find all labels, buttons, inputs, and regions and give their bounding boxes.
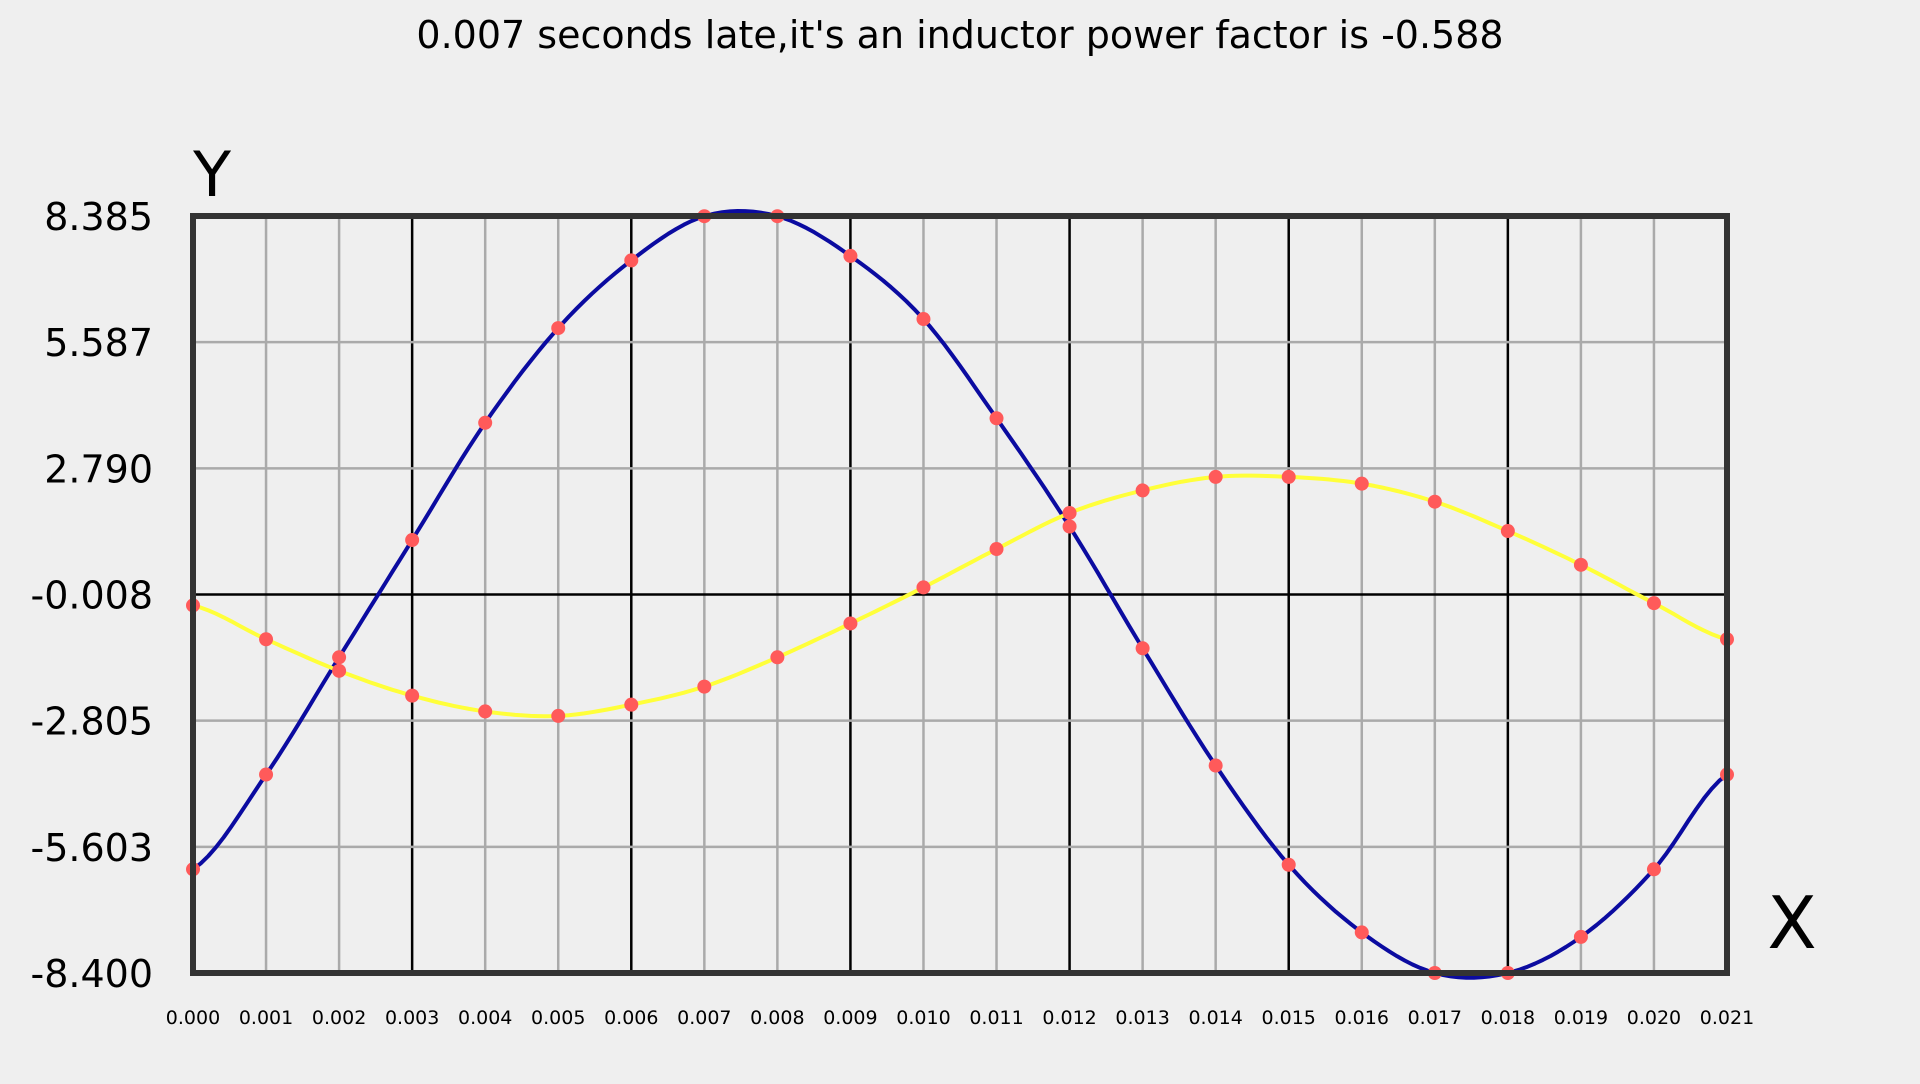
- data-point: [1062, 519, 1077, 534]
- data-point: [916, 312, 931, 327]
- data-point: [916, 580, 931, 595]
- data-point: [1646, 596, 1661, 611]
- y-tick-label: -0.008: [31, 574, 154, 618]
- data-point: [259, 632, 274, 647]
- data-point: [1135, 483, 1150, 498]
- data-point: [551, 708, 566, 723]
- data-point: [1281, 857, 1296, 872]
- series-lines: [191, 209, 1729, 980]
- x-tick-label: 0.014: [1188, 1007, 1242, 1029]
- data-point: [843, 248, 858, 263]
- data-point: [1135, 641, 1150, 656]
- y-tick-label: -8.400: [31, 952, 154, 996]
- x-tick-label: 0.002: [312, 1007, 366, 1029]
- y-tick-label: -5.603: [31, 826, 154, 870]
- x-tick-label: 0.003: [385, 1007, 439, 1029]
- x-tick-label: 0.011: [969, 1007, 1023, 1029]
- x-tick-label: 0.010: [896, 1007, 950, 1029]
- data-point: [697, 679, 712, 694]
- data-point: [1573, 557, 1588, 572]
- x-tick-label: 0.016: [1335, 1007, 1389, 1029]
- data-point: [1354, 925, 1369, 940]
- x-tick-label: 0.004: [458, 1007, 512, 1029]
- data-point: [332, 663, 347, 678]
- y-tick-label: -2.805: [31, 700, 154, 744]
- data-point: [1354, 476, 1369, 491]
- x-tick-label: 0.009: [823, 1007, 877, 1029]
- x-tick-label: 0.005: [531, 1007, 585, 1029]
- x-tick-labels: 0.000 0.001 0.002 0.003 0.004 0.005 0.006 0.007…: [166, 1007, 1754, 1029]
- data-point: [1646, 862, 1661, 877]
- x-tick-label: 0.019: [1554, 1007, 1608, 1029]
- x-tick-label: 0.013: [1115, 1007, 1169, 1029]
- data-point: [1281, 469, 1296, 484]
- data-point: [405, 533, 420, 548]
- grid: [191, 214, 1729, 975]
- series-line-2: [192, 473, 1728, 719]
- y-tick-label: 5.587: [44, 321, 153, 365]
- data-point: [332, 650, 347, 665]
- x-tick-label: 0.020: [1627, 1007, 1681, 1029]
- x-tick-label: 0.001: [239, 1007, 293, 1029]
- x-tick-label: 0.018: [1481, 1007, 1535, 1029]
- x-tick-label: 0.007: [677, 1007, 731, 1029]
- data-point: [843, 616, 858, 631]
- plot-frame: [190, 213, 1730, 976]
- y-tick-label: 2.790: [44, 447, 153, 491]
- data-point: [551, 321, 566, 336]
- y-tick-labels: 8.385 5.587 2.790 -0.008 -2.805 -5.603 -8.400: [31, 195, 154, 996]
- data-point: [1208, 469, 1223, 484]
- data-point: [770, 650, 785, 665]
- data-point: [259, 767, 274, 782]
- x-axis-label: X: [1767, 881, 1816, 965]
- x-tick-label: 0.008: [750, 1007, 804, 1029]
- data-point: [478, 415, 493, 430]
- data-point: [624, 253, 639, 268]
- x-tick-label: 0.006: [604, 1007, 658, 1029]
- data-point: [1427, 494, 1442, 509]
- x-tick-label: 0.021: [1700, 1007, 1754, 1029]
- y-axis-label: Y: [192, 138, 231, 211]
- data-point: [1500, 524, 1515, 539]
- data-point: [405, 688, 420, 703]
- data-point: [478, 704, 493, 719]
- data-point: [1208, 758, 1223, 773]
- y-tick-label: 8.385: [44, 195, 153, 239]
- x-tick-label: 0.000: [166, 1007, 220, 1029]
- data-point: [624, 697, 639, 712]
- data-point: [989, 411, 1004, 426]
- data-point: [989, 542, 1004, 557]
- plot-border: [190, 213, 1730, 976]
- series-line-1: [191, 209, 1729, 980]
- chart-title: 0.007 seconds late,it's an inductor powe…: [416, 13, 1503, 57]
- x-tick-label: 0.012: [1042, 1007, 1096, 1029]
- data-point: [1573, 929, 1588, 944]
- x-tick-label: 0.017: [1408, 1007, 1462, 1029]
- data-points: [186, 209, 1734, 980]
- data-point: [1062, 505, 1077, 520]
- x-tick-label: 0.015: [1262, 1007, 1316, 1029]
